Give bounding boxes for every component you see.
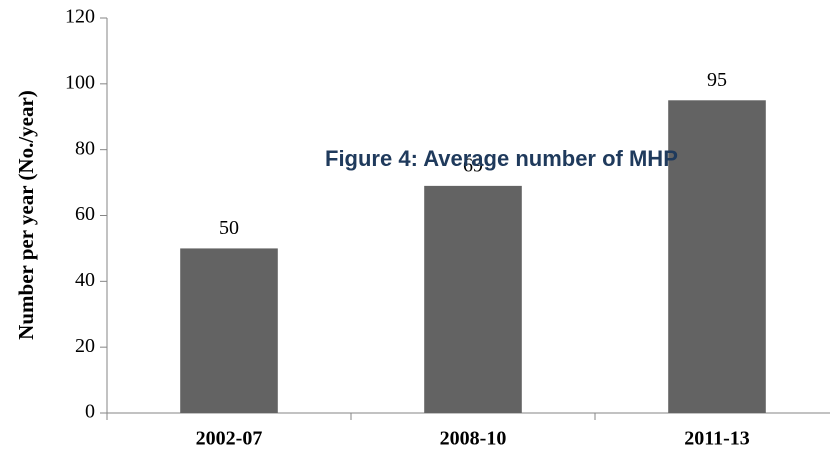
y-tick-label: 0 [85,401,95,423]
x-tick-label: 2002-07 [196,428,263,450]
y-tick-label: 60 [75,203,95,225]
bar [668,100,766,414]
x-tick-label: 2008-10 [440,428,507,450]
y-tick-label: 120 [65,6,95,28]
value-label: 50 [219,217,239,239]
chart-title: Figure 4: Average number of MHP [325,146,678,171]
bar [180,248,278,413]
y-tick-label: 20 [75,335,95,357]
y-axis-label: Number per year (No./year) [14,90,38,340]
y-tick-label: 80 [75,137,95,159]
x-tick-label: 2011-13 [684,428,750,450]
y-tick-label: 100 [65,71,95,93]
y-tick-label: 40 [75,269,95,291]
bar [424,185,522,413]
value-label: 69 [463,154,483,176]
value-label: 95 [707,69,727,91]
